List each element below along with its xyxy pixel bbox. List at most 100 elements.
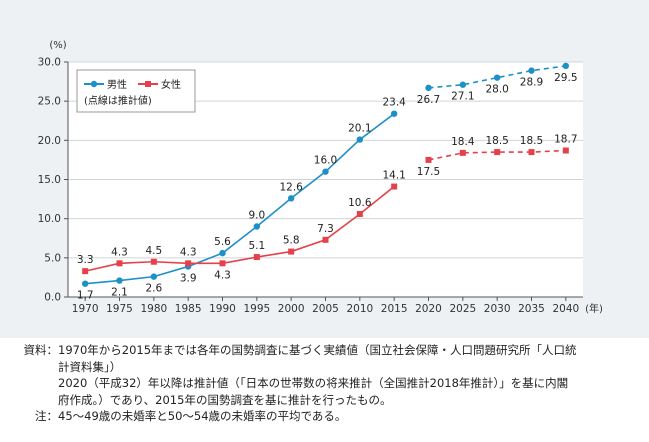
data-point-male xyxy=(322,168,329,175)
data-label-female: 18.5 xyxy=(485,135,508,147)
data-label-male: 29.5 xyxy=(554,72,577,84)
x-tick-label: 1990 xyxy=(209,303,236,315)
data-point-male xyxy=(116,277,123,284)
data-point-male xyxy=(459,81,467,88)
source-row: 資料： 1970年から2015年までは各年の国勢調査に基づく実績値（国立社会保障… xyxy=(6,342,642,359)
data-label-female: 4.3 xyxy=(214,269,231,281)
y-tick-label: 10.0 xyxy=(38,213,61,225)
data-point-male xyxy=(390,110,398,117)
data-label-female: 4.3 xyxy=(180,246,197,258)
series-line-male-actual xyxy=(85,113,395,285)
y-axis-unit: (%) xyxy=(49,40,66,51)
note-label: 注： xyxy=(35,409,58,423)
x-tick-label: 2010 xyxy=(346,303,373,315)
source-label: 資料： xyxy=(23,343,59,357)
x-tick-label: 2005 xyxy=(312,303,339,315)
y-tick-label: 20.0 xyxy=(38,135,61,147)
chart-panel: 0.0 5.0 10.0 15.0 20.0 25.0 30.0 1970 1975 1980 1… xyxy=(0,0,649,338)
legend-projection-note: (点線は推計値) xyxy=(84,94,152,107)
x-tick-label: 2020 xyxy=(415,303,442,315)
x-tick-label: 2040 xyxy=(552,303,579,315)
data-label-male: 3.9 xyxy=(180,272,197,284)
x-tick-label: 2030 xyxy=(484,303,511,315)
data-point-male xyxy=(356,136,364,143)
data-label-male: 1.7 xyxy=(77,290,94,302)
data-point-female xyxy=(82,268,89,275)
x-tick-label: 2035 xyxy=(518,303,545,315)
data-label-male: 12.6 xyxy=(279,181,303,193)
data-point-female xyxy=(356,210,363,217)
data-label-female: 10.6 xyxy=(348,197,372,209)
data-label-male: 16.0 xyxy=(314,155,337,167)
data-point-male xyxy=(219,249,226,257)
source-line-3: 2020（平成32）年以降は推計値（「日本の世帯数の将来推計（全国推計2018年… xyxy=(58,376,569,390)
y-tick-label: 30.0 xyxy=(38,57,61,69)
data-point-female xyxy=(322,236,329,243)
x-tick-label: 1980 xyxy=(140,303,167,315)
data-point-male xyxy=(287,195,295,202)
data-point-male xyxy=(253,223,261,230)
legend-male-label: 男性 xyxy=(107,78,127,91)
x-tick-label: 1995 xyxy=(243,303,270,315)
data-point-female xyxy=(562,147,569,154)
x-tick-label: 1985 xyxy=(175,303,202,315)
data-label-male: 23.4 xyxy=(382,97,406,109)
data-label-female: 4.5 xyxy=(145,245,162,257)
data-label-male: 28.9 xyxy=(520,77,543,89)
data-label-male: 26.7 xyxy=(417,94,440,106)
data-label-female: 3.3 xyxy=(77,254,94,266)
data-point-female xyxy=(150,258,157,265)
series-line-male-projected xyxy=(428,65,566,89)
x-tick-label: 2000 xyxy=(278,303,305,315)
line-chart: 0.0 5.0 10.0 15.0 20.0 25.0 30.0 1970 1975 1980 1… xyxy=(38,40,603,315)
data-point-female xyxy=(185,260,192,267)
data-point-female xyxy=(288,248,295,255)
data-label-male: 28.0 xyxy=(485,84,508,96)
x-tick-label: 2025 xyxy=(449,303,476,315)
note-text: 45～49歳の未婚率と50～54歳の未婚率の平均である。 xyxy=(58,409,347,423)
data-point-female xyxy=(494,149,501,156)
data-point-female xyxy=(116,260,123,267)
data-label-male: 2.1 xyxy=(111,287,128,299)
source-line-1: 1970年から2015年までは各年の国勢調査に基づく実績値（国立社会保障・人口問… xyxy=(58,343,577,357)
data-point-female xyxy=(391,183,398,190)
legend-female-label: 女性 xyxy=(161,78,181,91)
x-tick-label: 1970 xyxy=(72,303,99,315)
x-axis-unit: (年) xyxy=(585,302,603,315)
data-label-female: 14.1 xyxy=(382,170,405,182)
data-label-male: 20.1 xyxy=(348,123,371,135)
data-point-female xyxy=(253,254,260,261)
data-label-male: 2.6 xyxy=(145,283,162,295)
data-point-female xyxy=(425,156,432,163)
data-label-female: 18.5 xyxy=(520,135,543,147)
data-point-male xyxy=(150,273,158,280)
series-line-female-actual xyxy=(84,185,395,272)
data-point-male xyxy=(562,62,570,70)
data-label-female: 4.3 xyxy=(111,246,128,258)
data-point-male xyxy=(493,74,501,81)
y-tick-label: 25.0 xyxy=(38,96,61,108)
data-label-male: 5.6 xyxy=(214,236,231,248)
legend-box xyxy=(76,69,196,113)
data-label-male: 9.0 xyxy=(248,210,265,222)
data-label-female: 18.4 xyxy=(451,136,475,148)
source-line-2: 計資料集」） xyxy=(58,359,122,374)
data-label-female: 5.8 xyxy=(283,235,300,247)
data-label-female: 7.3 xyxy=(317,223,334,235)
data-point-male xyxy=(81,280,89,287)
data-label-female: 17.5 xyxy=(417,166,440,178)
y-tick-label: 0.0 xyxy=(44,292,61,304)
data-point-female xyxy=(459,149,466,156)
data-point-female xyxy=(528,149,535,156)
x-tick-label: 1975 xyxy=(106,303,133,315)
note-row: 注： 45～49歳の未婚率と50～54歳の未婚率の平均である。 xyxy=(6,408,642,425)
data-point-male xyxy=(528,67,535,74)
data-point-male xyxy=(425,84,432,92)
y-tick-label: 5.0 xyxy=(44,252,61,264)
legend: 男性 女性 (点線は推計値) xyxy=(76,69,196,113)
data-label-female: 5.1 xyxy=(248,240,265,252)
data-label-male: 27.1 xyxy=(451,91,474,103)
x-tick-label: 2015 xyxy=(381,303,408,315)
y-tick-label: 15.0 xyxy=(38,174,61,186)
